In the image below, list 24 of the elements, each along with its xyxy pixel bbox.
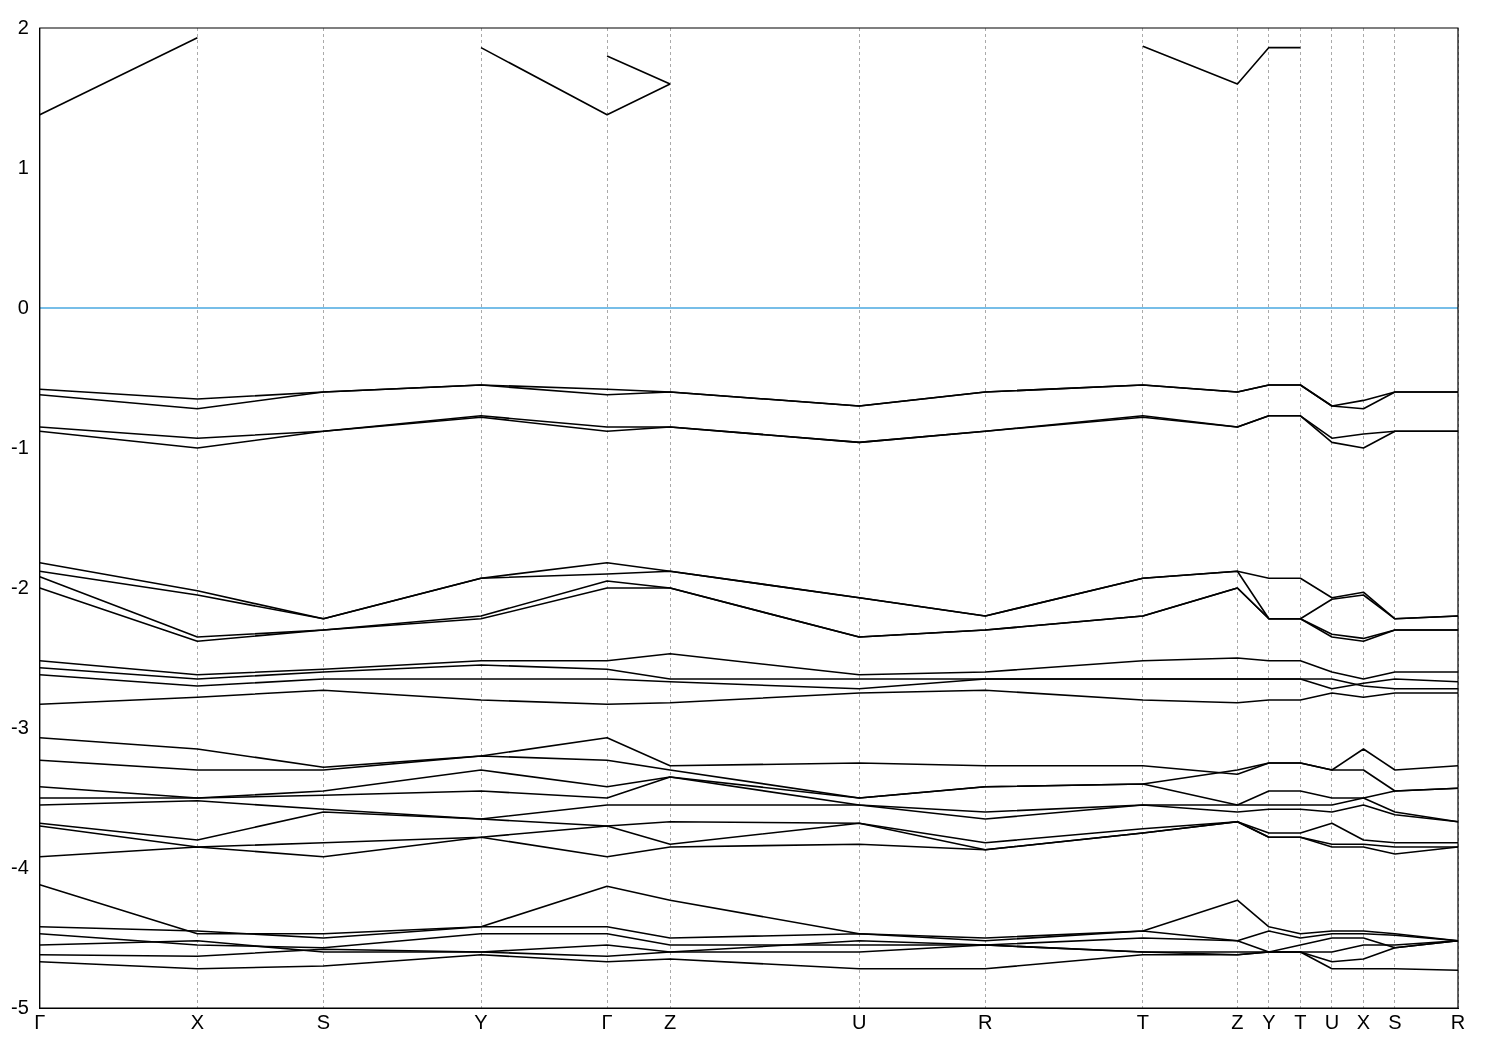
y-tick-label: 2	[17, 15, 29, 38]
x-tick-label: U	[851, 1010, 867, 1033]
y-tick-label: 1	[17, 155, 29, 178]
x-tick-label: R	[978, 1010, 993, 1033]
x-tick-label: S	[1388, 1010, 1402, 1033]
x-tick-label: U	[1324, 1010, 1340, 1033]
x-tick-label: X	[1356, 1010, 1371, 1033]
y-tick-label: 0	[17, 295, 29, 318]
x-tick-label: Γ	[34, 1010, 46, 1033]
x-tick-label: R	[1450, 1010, 1466, 1033]
y-tick-label: -3	[10, 715, 29, 738]
x-tick-label: Z	[1231, 1010, 1244, 1033]
x-tick-label: X	[190, 1010, 205, 1033]
y-tick-label: -1	[10, 435, 29, 458]
x-tick-label: Y	[474, 1010, 488, 1033]
x-tick-label: S	[316, 1010, 331, 1033]
x-tick-label: Y	[1262, 1010, 1276, 1033]
y-tick-label: -4	[10, 855, 29, 878]
x-tick-label: T	[1136, 1010, 1149, 1033]
x-tick-label: T	[1294, 1010, 1307, 1033]
y-tick-label: -2	[10, 575, 29, 598]
x-tick-label: Γ	[601, 1010, 613, 1033]
y-tick-label: -5	[10, 995, 29, 1018]
x-tick-label: Z	[663, 1010, 677, 1033]
